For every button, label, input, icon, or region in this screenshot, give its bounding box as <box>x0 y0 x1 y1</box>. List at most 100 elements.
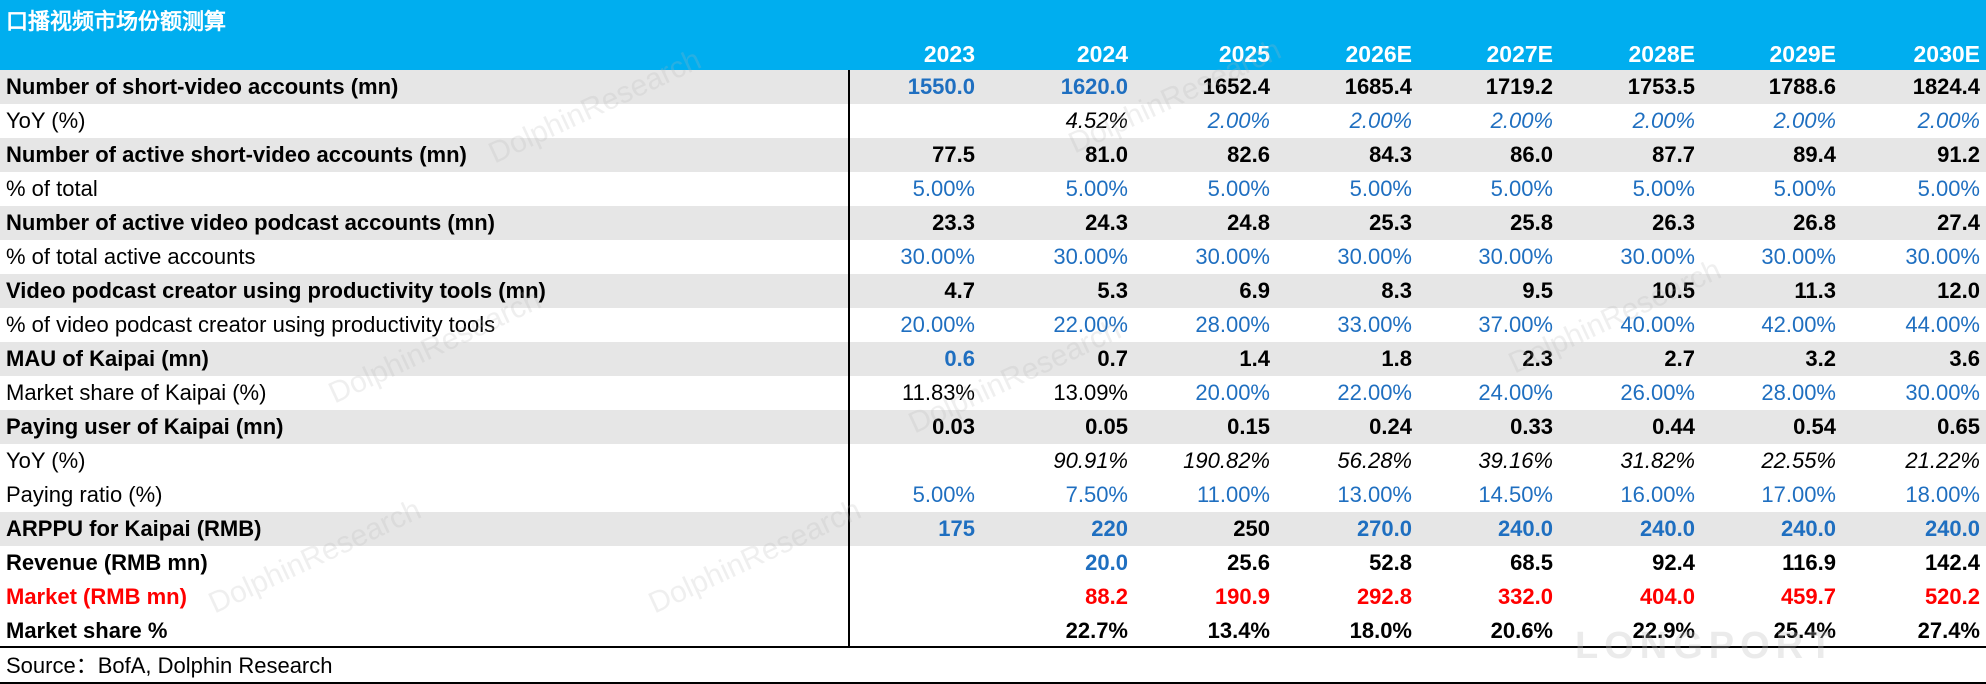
table-cell: 30.00% <box>1905 244 1980 269</box>
row-label: % of video podcast creator using product… <box>6 312 496 337</box>
table-cell: 270.0 <box>1356 516 1412 541</box>
table-cell: 1.4 <box>1239 346 1270 371</box>
table-cell: 82.6 <box>1227 142 1270 167</box>
table-cell: 1788.6 <box>1768 74 1836 99</box>
table-cell: 25.4% <box>1773 618 1836 643</box>
table-cell: 7.50% <box>1065 482 1128 507</box>
year-header-2024: 2024 <box>1076 41 1128 67</box>
source-note: Source：BofA, Dolphin Research <box>6 653 333 678</box>
table-cell: 44.00% <box>1905 312 1980 337</box>
table-cell: 1685.4 <box>1344 74 1412 99</box>
table-cell: 5.00% <box>1349 176 1412 201</box>
table-cell: 1719.2 <box>1485 74 1553 99</box>
table-cell: 42.00% <box>1761 312 1836 337</box>
table-cell: 0.03 <box>932 414 975 439</box>
table-cell: 332.0 <box>1497 584 1553 609</box>
table-cell: 5.00% <box>1065 176 1128 201</box>
table-cell: 56.28% <box>1337 448 1412 473</box>
table-cell: 30.00% <box>1053 244 1128 269</box>
table-cell: 22.00% <box>1337 380 1412 405</box>
table-cell: 5.00% <box>1917 176 1980 201</box>
table-row: Number of active short-video accounts (m… <box>0 138 1986 172</box>
table-cell: 459.7 <box>1780 584 1836 609</box>
table-row: Paying ratio (%) 5.00% 7.50% 11.00% 13.00% 14… <box>0 478 1986 512</box>
table-cell: 30.00% <box>1478 244 1553 269</box>
table-row: Revenue (RMB mn) 20.0 25.6 52.8 68.5 92.4 116.… <box>0 546 1986 580</box>
table-cell: 2.00% <box>1349 108 1412 133</box>
row-label: % of total <box>6 176 98 201</box>
table-cell: 175 <box>938 516 975 541</box>
row-label: Paying ratio (%) <box>6 482 163 507</box>
table-cell: 13.09% <box>1053 380 1128 405</box>
table-cell: 10.5 <box>1652 278 1695 303</box>
table-cell: 30.00% <box>1620 244 1695 269</box>
table-cell: 0.6 <box>944 346 975 371</box>
table-cell: 11.00% <box>1197 482 1270 507</box>
table-cell: 92.4 <box>1652 550 1695 575</box>
table-cell: 52.8 <box>1369 550 1412 575</box>
table-cell: 28.00% <box>1195 312 1270 337</box>
table-cell: 26.3 <box>1652 210 1695 235</box>
table-row: ARPPU for Kaipai (RMB) 175 220 250 270.0 240.… <box>0 512 1986 546</box>
table-cell: 220 <box>1091 516 1128 541</box>
table-cell: 2.7 <box>1664 346 1695 371</box>
table-cell: 22.7% <box>1065 618 1128 643</box>
table-cell: 24.3 <box>1085 210 1128 235</box>
table-cell: 5.00% <box>912 482 975 507</box>
year-header-2030e: 2030E <box>1913 41 1980 67</box>
table-cell: 22.55% <box>1761 448 1836 473</box>
table-cell: 25.8 <box>1510 210 1553 235</box>
table-row: Number of short-video accounts (mn) 1550.… <box>0 70 1986 104</box>
table-cell: 20.00% <box>1195 380 1270 405</box>
row-label: Revenue (RMB mn) <box>6 550 208 575</box>
table-cell: 2.00% <box>1207 108 1270 133</box>
table-cell: 4.52% <box>1065 108 1128 133</box>
table-cell: 190.9 <box>1214 584 1270 609</box>
table-cell: 0.54 <box>1793 414 1836 439</box>
table-cell: 68.5 <box>1510 550 1553 575</box>
row-label: Number of active video podcast accounts … <box>6 210 495 235</box>
row-label: Number of short-video accounts (mn) <box>6 74 399 99</box>
table-cell: 5.00% <box>1632 176 1695 201</box>
table-cell: 0.7 <box>1097 346 1128 371</box>
table-cell: 30.00% <box>1337 244 1412 269</box>
table-cell <box>845 444 975 478</box>
table-cell: 30.00% <box>1761 244 1836 269</box>
row-label: Market share of Kaipai (%) <box>6 380 267 405</box>
longport-logo: LONGPORT <box>1575 625 1839 667</box>
year-header-2025: 2025 <box>1218 41 1270 67</box>
table-row: MAU of Kaipai (mn) 0.6 0.7 1.4 1.8 2.3 2.7 3.2 3… <box>0 342 1986 376</box>
table-cell: 23.3 <box>932 210 975 235</box>
table-cell: 22.00% <box>1053 312 1128 337</box>
table-row: % of total active accounts 30.00% 30.00% 30… <box>0 240 1986 274</box>
table-cell: 0.24 <box>1369 414 1412 439</box>
table-cell: 12.0 <box>1937 278 1980 303</box>
table-cell: 0.65 <box>1937 414 1980 439</box>
row-label: ARPPU for Kaipai (RMB) <box>6 516 262 541</box>
table-row: % of total 5.00% 5.00% 5.00% 5.00% 5.00% 5.00%… <box>0 172 1986 206</box>
table-cell: 3.2 <box>1805 346 1836 371</box>
table-cell: 26.8 <box>1793 210 1836 235</box>
table-cell: 1753.5 <box>1627 74 1695 99</box>
row-label: Market share % <box>6 618 168 643</box>
table-cell: 20.0 <box>1085 550 1128 575</box>
table-cell: 40.00% <box>1620 312 1695 337</box>
year-header-2028e: 2028E <box>1628 41 1695 67</box>
table-cell: 292.8 <box>1356 584 1412 609</box>
table-cell: 0.44 <box>1652 414 1695 439</box>
table-cell: 8.3 <box>1381 278 1412 303</box>
table-cell: 404.0 <box>1639 584 1695 609</box>
table-cell: 1620.0 <box>1060 74 1128 99</box>
table-cell: 240.0 <box>1780 516 1836 541</box>
table-cell: 0.33 <box>1510 414 1553 439</box>
table-cell: 1.8 <box>1381 346 1412 371</box>
table-row: YoY (%) 90.91% 190.82% 56.28% 39.16% 31.82% 22… <box>0 444 1986 478</box>
table-cell: 5.00% <box>1207 176 1270 201</box>
table-cell: 2.00% <box>1490 108 1553 133</box>
table-cell: 20.6% <box>1490 618 1553 643</box>
table-cell <box>845 104 975 138</box>
table-cell <box>845 614 975 648</box>
table-row: Market share % 22.7% 13.4% 18.0% 20.6% 22.9% 2… <box>0 614 1986 648</box>
table-cell: 20.00% <box>900 312 975 337</box>
